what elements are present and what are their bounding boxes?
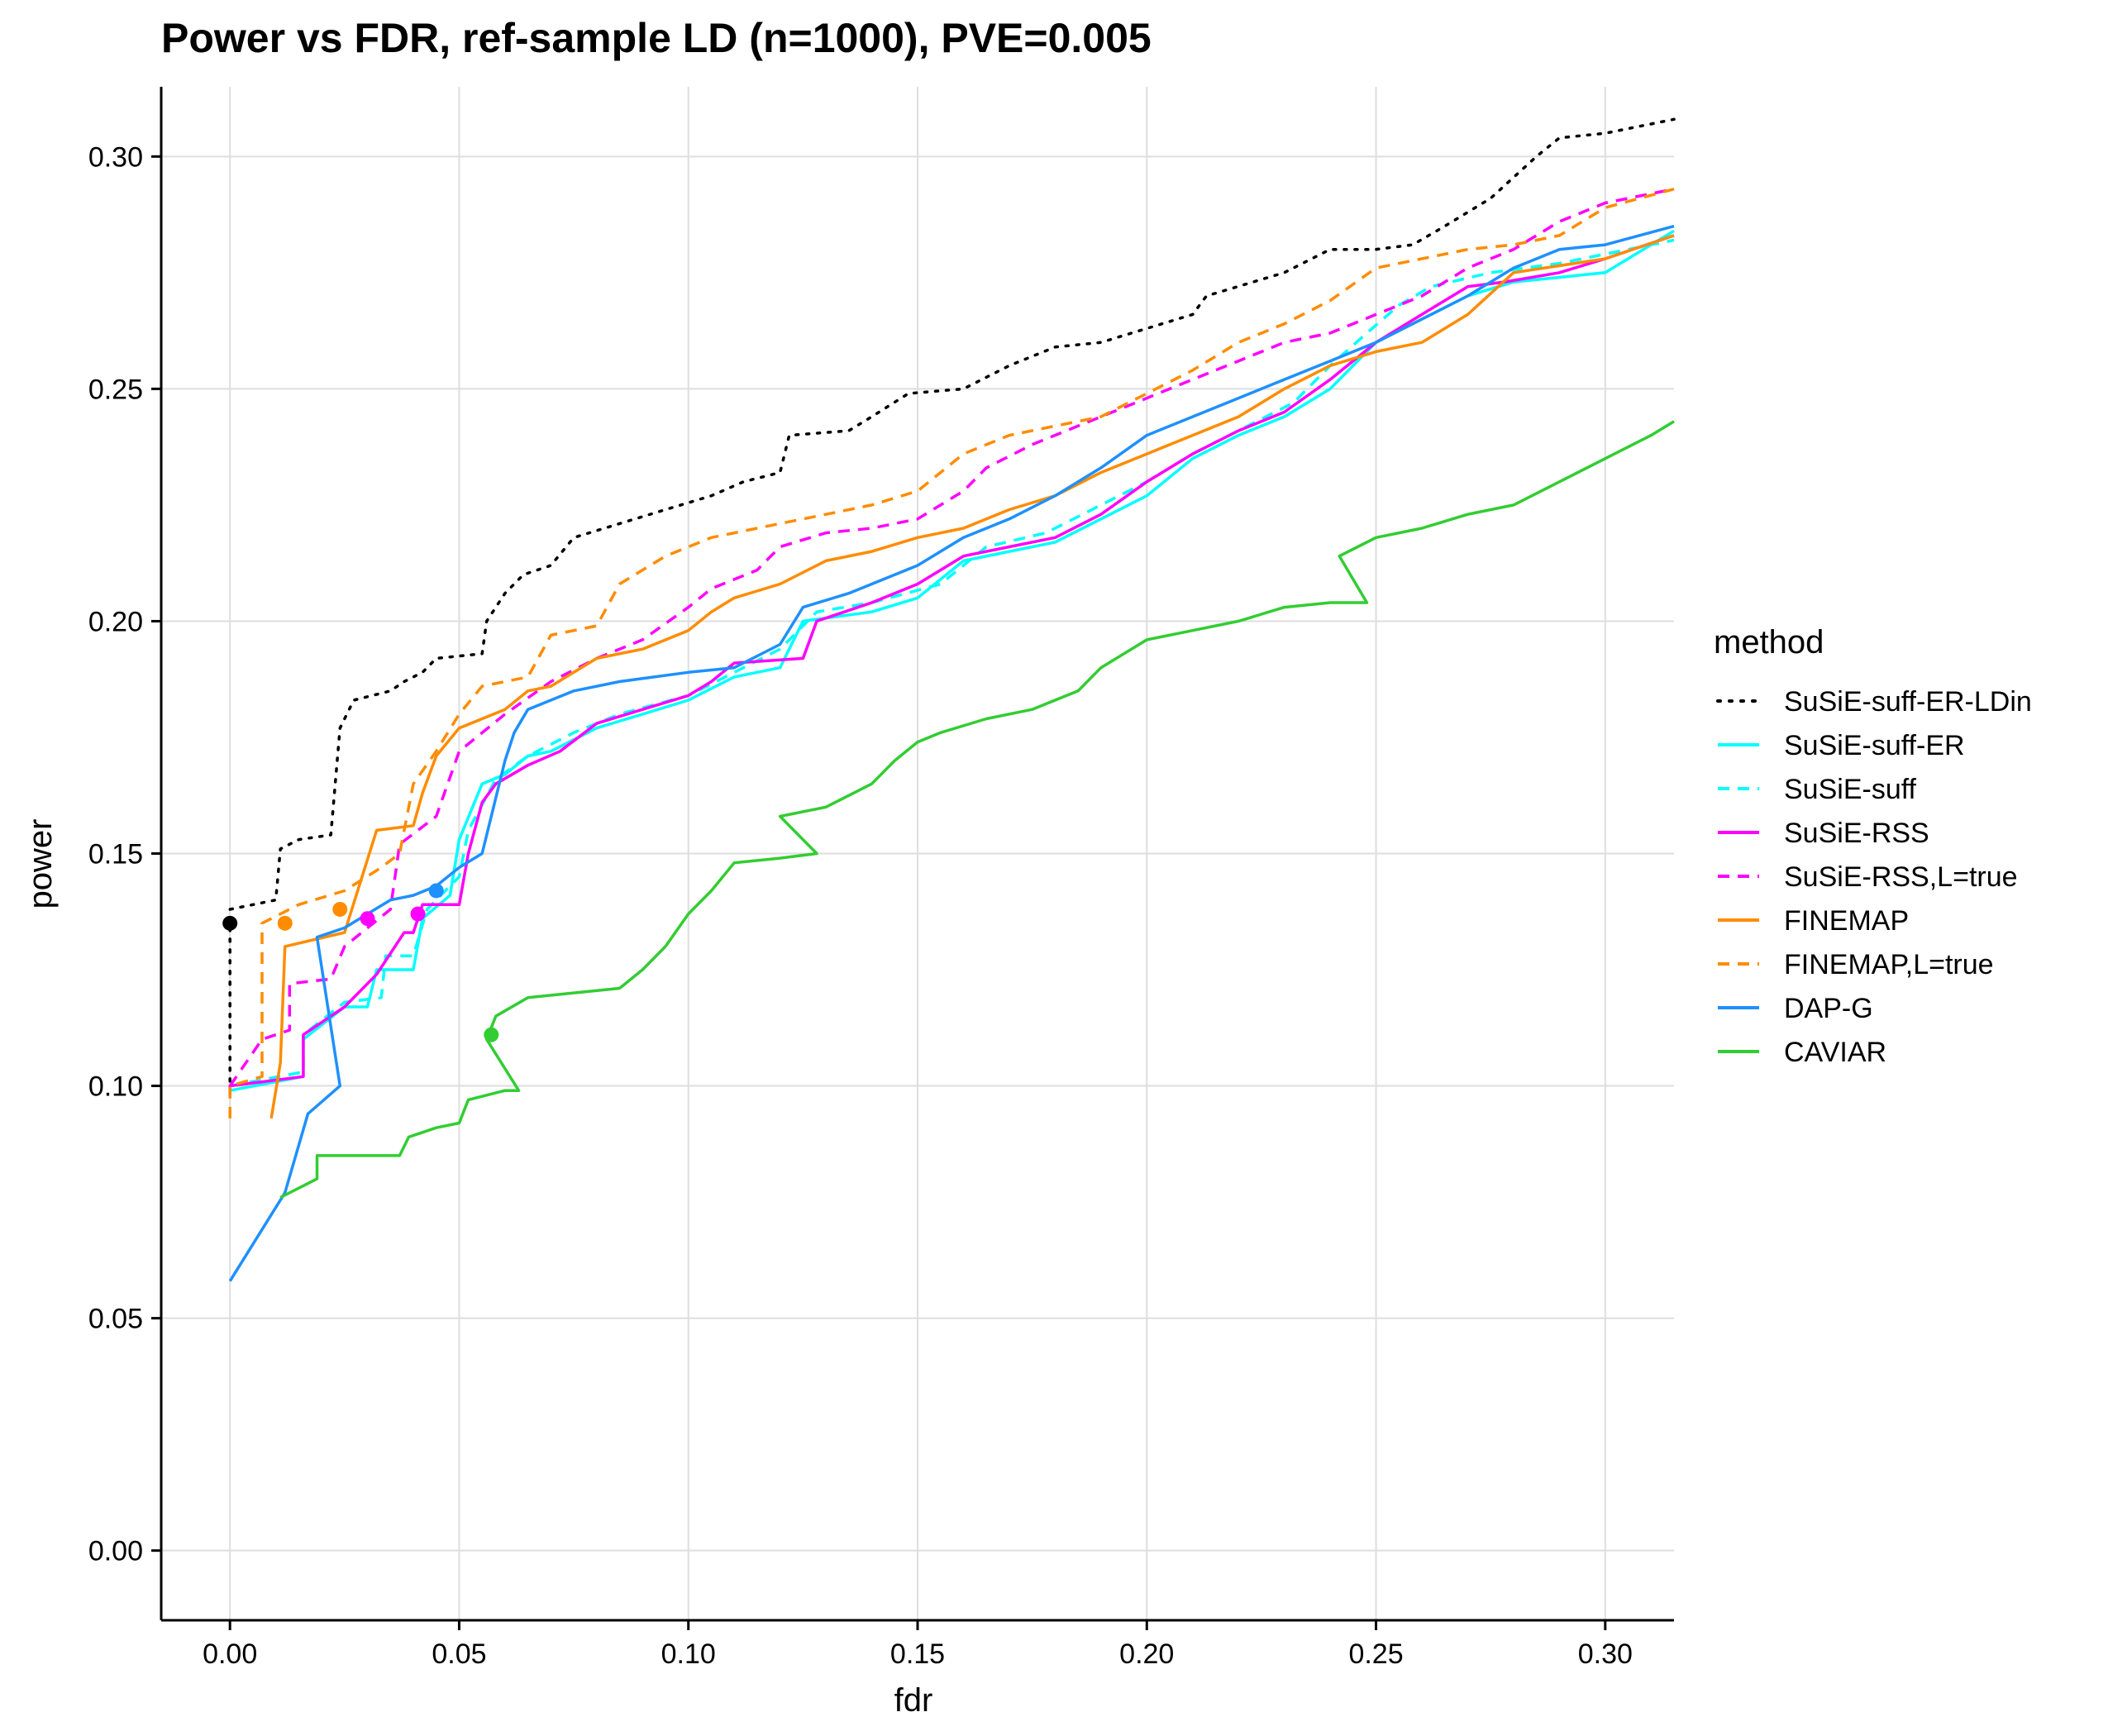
series-point-susie-rss — [360, 911, 375, 927]
legend-label: SuSiE-suff — [1784, 774, 1917, 805]
legend-label: SuSiE-RSS,L=true — [1784, 861, 2018, 893]
x-tick-label: 0.25 — [1348, 1638, 1403, 1670]
y-tick-label: 0.30 — [88, 141, 143, 173]
x-tick-label: 0.05 — [432, 1638, 486, 1670]
y-tick-label: 0.25 — [88, 374, 143, 405]
series-line-finemap — [269, 234, 1675, 1119]
series-point-finemap-l-true — [277, 915, 293, 931]
series-point-susie-suff-er-ldin — [222, 915, 238, 931]
legend-items: SuSiE-suff-ER-LDin SuSiE-suff-ER SuSiE-suf… — [1716, 686, 2032, 1068]
chart-title: Power vs FDR, ref-sample LD (n=1000), PV… — [161, 15, 1152, 61]
series-point-caviar — [484, 1027, 499, 1042]
x-tick-label: 0.00 — [203, 1638, 257, 1670]
y-tick-label: 0.20 — [88, 606, 143, 637]
x-tick-label: 0.20 — [1119, 1638, 1174, 1670]
legend-label: FINEMAP — [1784, 905, 1909, 937]
legend: method SuSiE-suff-ER-LDinSuSiE-suff-ERSu… — [1714, 624, 2032, 1068]
series-line-susie-rss-l-true — [228, 187, 1675, 1087]
y-tick-label: 0.00 — [88, 1536, 143, 1567]
series-line-susie-suff-er-ldin — [228, 117, 1676, 1083]
series-line-susie-suff-er — [229, 229, 1675, 1092]
series-layer — [222, 117, 1676, 1282]
series-point-dap-g — [428, 883, 444, 899]
series-line-finemap-l-true — [228, 188, 1675, 1118]
series-line-susie-rss — [228, 234, 1675, 1095]
legend-label: SuSiE-RSS — [1784, 818, 1929, 849]
y-tick-label: 0.15 — [88, 839, 143, 870]
series-line-dap-g — [228, 224, 1675, 1282]
legend-label: FINEMAP,L=true — [1784, 949, 1994, 980]
legend-label: DAP-G — [1784, 993, 1873, 1024]
legend-label: SuSiE-suff-ER — [1784, 730, 1965, 761]
grid-layer — [161, 87, 1674, 1620]
x-tick-label: 0.15 — [890, 1638, 945, 1670]
series-point-susie-rss-l-true — [410, 906, 426, 922]
y-tick-label: 0.05 — [88, 1304, 143, 1335]
legend-label: SuSiE-suff-ER-LDin — [1784, 686, 2032, 718]
legend-label: CAVIAR — [1784, 1037, 1886, 1068]
x-tick-label: 0.10 — [661, 1638, 716, 1670]
series-point-finemap — [332, 901, 348, 917]
series-line-caviar — [279, 420, 1675, 1199]
legend-title: method — [1714, 624, 1824, 661]
axis-layer: 0.00 0.05 0.10 0.15 0.20 0.25 0.30 0.00 0.05 0.10… — [88, 87, 1674, 1670]
y-axis-title: power — [22, 819, 59, 909]
y-tick-label: 0.10 — [88, 1071, 143, 1103]
x-axis-title: fdr — [894, 1682, 933, 1719]
x-tick-label: 0.30 — [1578, 1638, 1633, 1670]
